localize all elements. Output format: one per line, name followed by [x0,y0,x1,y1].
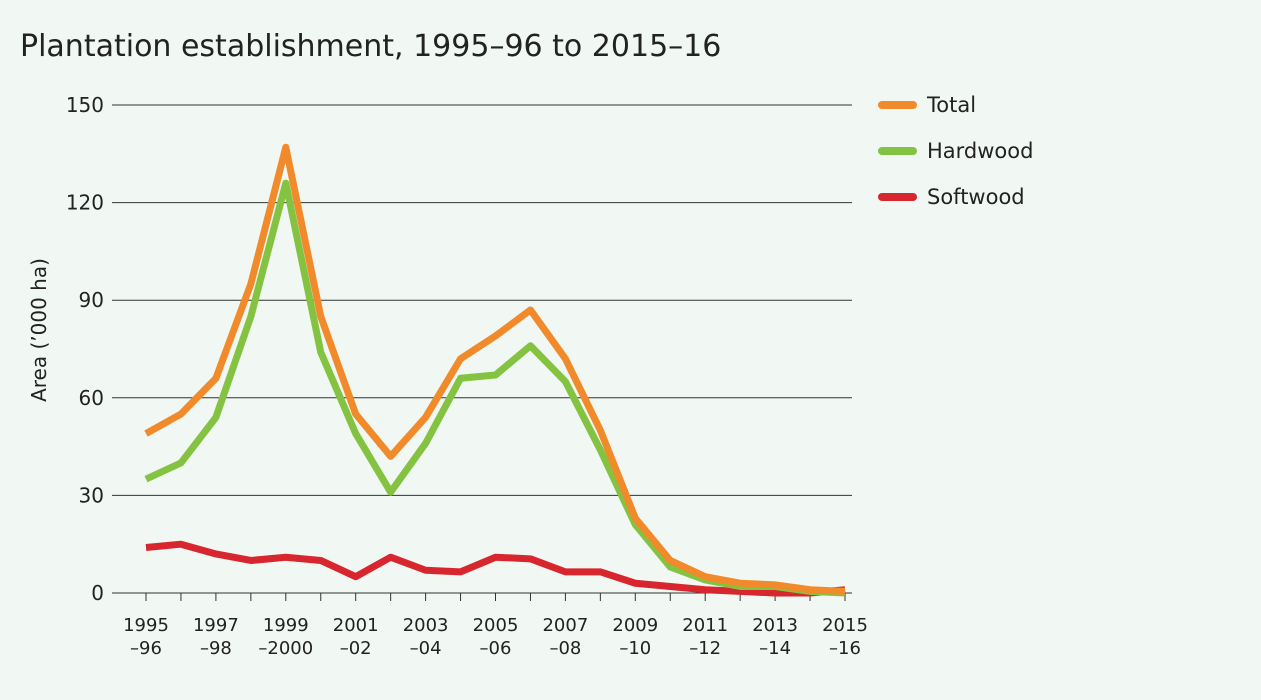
y-tick-label: 60 [79,386,104,410]
y-tick-label: 0 [91,581,104,605]
x-tick-label: 1999 –2000 [258,615,313,659]
y-tick-label: 150 [66,93,104,117]
y-tick-label: 120 [66,191,104,215]
line-series [145,540,846,597]
line-series [144,143,846,595]
x-tick-label: 2013 –14 [752,615,798,659]
y-axis-label: Area (’000 ha) [27,258,51,402]
x-tick-label: 2009 –10 [612,615,658,659]
x-tick-label: 2003 –04 [403,615,449,659]
y-tick-label: 30 [79,483,104,507]
y-tick-label: 90 [79,288,104,312]
x-tick-label: 1997 –98 [193,615,239,659]
x-tick-label: 2001 –02 [333,615,379,659]
legend-label: Softwood [927,185,1025,209]
legend-label: Total [926,93,976,117]
x-tick-label: 2007 –08 [542,615,588,659]
x-tick-label: 2011 –12 [682,615,728,659]
x-tick-label: 2015 –16 [822,615,868,659]
x-tick-label: 1995 –96 [123,615,169,659]
chart-title: Plantation establishment, 1995–96 to 201… [20,29,721,64]
legend-label: Hardwood [927,139,1033,163]
x-tick-label: 2005 –06 [473,615,519,659]
